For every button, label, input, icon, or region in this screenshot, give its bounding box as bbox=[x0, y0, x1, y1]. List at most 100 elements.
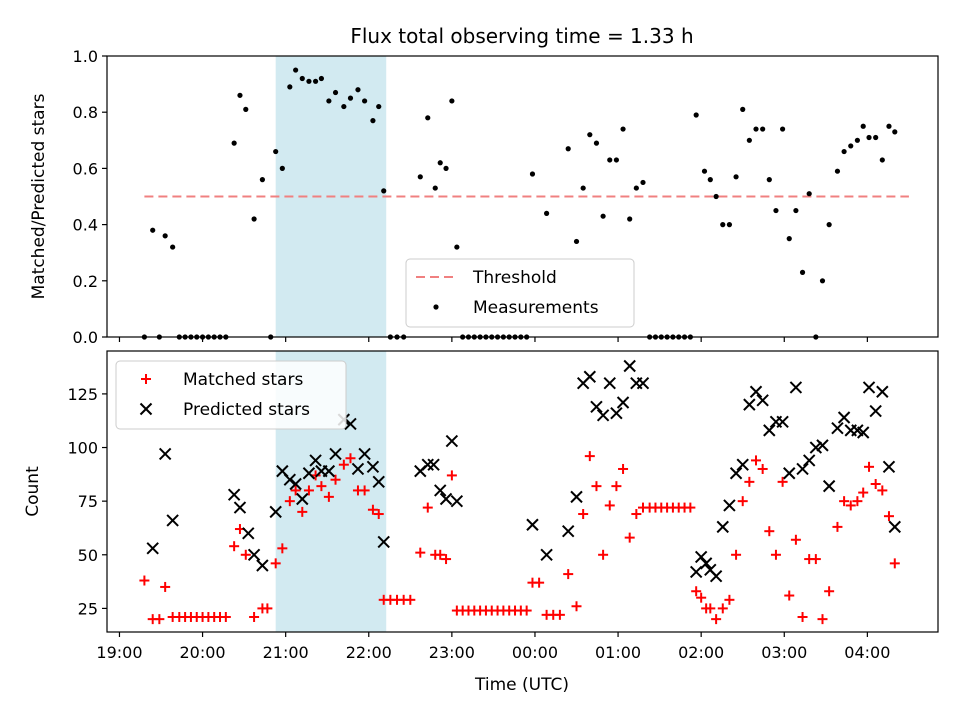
measurement-point bbox=[879, 157, 885, 163]
predicted-star-point bbox=[789, 381, 803, 394]
measurement-point bbox=[854, 137, 860, 143]
predicted-star-point bbox=[450, 494, 464, 508]
measurement-point bbox=[886, 123, 892, 129]
matched-star-point bbox=[345, 453, 356, 464]
predicted-star-point bbox=[837, 411, 851, 424]
predicted-star-point bbox=[146, 542, 159, 555]
y-axis-label: Count bbox=[23, 466, 43, 517]
measurement-point bbox=[279, 165, 285, 171]
y-tick-label: 125 bbox=[67, 385, 98, 404]
measurement-point bbox=[607, 157, 613, 163]
measurement-point bbox=[726, 222, 733, 228]
legend-label: Matched stars bbox=[183, 370, 303, 390]
measurement-point bbox=[720, 222, 726, 228]
matched-star-point bbox=[631, 509, 642, 520]
axes-frame bbox=[106, 55, 939, 338]
measurement-point bbox=[834, 168, 841, 174]
matched-star-point bbox=[705, 603, 716, 614]
predicted-star-point bbox=[366, 460, 380, 474]
predicted-star-point bbox=[289, 477, 302, 491]
matched-star-point bbox=[563, 569, 574, 580]
matched-star-point bbox=[303, 485, 314, 496]
matched-star-point bbox=[571, 601, 582, 612]
matched-star-point bbox=[270, 558, 281, 569]
predicted-star-point bbox=[329, 447, 342, 461]
measurement-point bbox=[381, 188, 387, 194]
matched-star-point bbox=[832, 521, 843, 532]
y-tick-label: 100 bbox=[67, 439, 98, 458]
measurement-point bbox=[273, 148, 279, 155]
matched-star-point bbox=[415, 547, 426, 558]
matched-star-point bbox=[290, 485, 301, 496]
predicted-star-point bbox=[756, 394, 769, 407]
legend-label: Predicted stars bbox=[183, 400, 310, 420]
y-tick-label: 1.0 bbox=[73, 47, 98, 66]
matched-star-point bbox=[696, 592, 707, 603]
measurement-point bbox=[873, 134, 879, 141]
matched-star-point bbox=[744, 476, 755, 487]
measurement-point bbox=[443, 165, 449, 171]
predicted-star-point bbox=[166, 514, 179, 527]
measurement-point bbox=[713, 193, 719, 200]
matched-star-point bbox=[323, 491, 334, 502]
matched-star-point bbox=[604, 500, 615, 511]
matched-star-point bbox=[405, 594, 416, 605]
measurement-point bbox=[355, 87, 361, 93]
axes-frame bbox=[106, 350, 939, 633]
measurement-point bbox=[417, 174, 423, 180]
measurement-point bbox=[306, 78, 312, 84]
predicted-star-point bbox=[158, 447, 172, 461]
predicted-star-point bbox=[831, 422, 844, 435]
predicted-star-point bbox=[694, 550, 708, 564]
measurement-point bbox=[806, 191, 812, 197]
predicted-star-point bbox=[344, 417, 357, 431]
matched-star-point bbox=[262, 603, 273, 614]
x-tick-label: 19:00 bbox=[96, 643, 142, 662]
measurement-point bbox=[318, 75, 324, 82]
matched-star-point bbox=[839, 496, 850, 507]
count-panel: 25 50 75 100 125 19:00 20:00 21:00 22:00 23:00 00:… bbox=[23, 350, 939, 662]
predicted-star-point bbox=[716, 520, 729, 534]
y-tick-label: 50 bbox=[78, 546, 98, 565]
matched-star-point bbox=[784, 590, 795, 601]
measurement-point bbox=[773, 207, 779, 214]
measurement-point bbox=[437, 160, 443, 166]
predicted-star-point bbox=[749, 385, 763, 398]
legend: Threshold Measurements bbox=[405, 258, 635, 328]
measurement-point bbox=[701, 168, 708, 174]
measurement-point bbox=[543, 210, 550, 216]
x-tick-label: 21:00 bbox=[263, 643, 309, 662]
matched-star-point bbox=[883, 511, 894, 522]
matched-star-point bbox=[737, 496, 748, 507]
predicted-star-point bbox=[439, 492, 453, 506]
measurement-point bbox=[780, 126, 786, 132]
measurement-point bbox=[150, 227, 156, 233]
matched-star-point bbox=[446, 470, 457, 481]
measurement-point bbox=[819, 278, 826, 284]
measurement-point bbox=[746, 137, 752, 143]
predicted-star-point bbox=[723, 499, 736, 512]
x-tick-label: 20:00 bbox=[180, 643, 226, 662]
predicted-star-point bbox=[857, 426, 870, 439]
measurement-point bbox=[376, 103, 382, 110]
matched-star-point bbox=[864, 461, 875, 472]
measurement-point bbox=[740, 106, 746, 112]
matched-star-point bbox=[229, 541, 240, 552]
predicted-star-point bbox=[862, 381, 876, 394]
matched-star-point bbox=[611, 481, 622, 492]
legend-box bbox=[405, 258, 635, 328]
predicted-star-point bbox=[421, 458, 434, 471]
predicted-star-point bbox=[736, 458, 749, 471]
matched-star-point bbox=[578, 509, 589, 520]
predicted-star-point bbox=[888, 520, 901, 534]
measurement-point bbox=[693, 112, 699, 118]
predicted-star-point bbox=[256, 559, 269, 572]
matched-star-point bbox=[554, 609, 565, 620]
matched-star-point bbox=[422, 502, 433, 513]
measurement-point bbox=[370, 118, 376, 124]
measurement-point bbox=[332, 89, 339, 96]
matched-star-point bbox=[764, 526, 775, 537]
matched-star-point bbox=[757, 463, 768, 474]
legend-predicted-swatch bbox=[139, 402, 153, 416]
